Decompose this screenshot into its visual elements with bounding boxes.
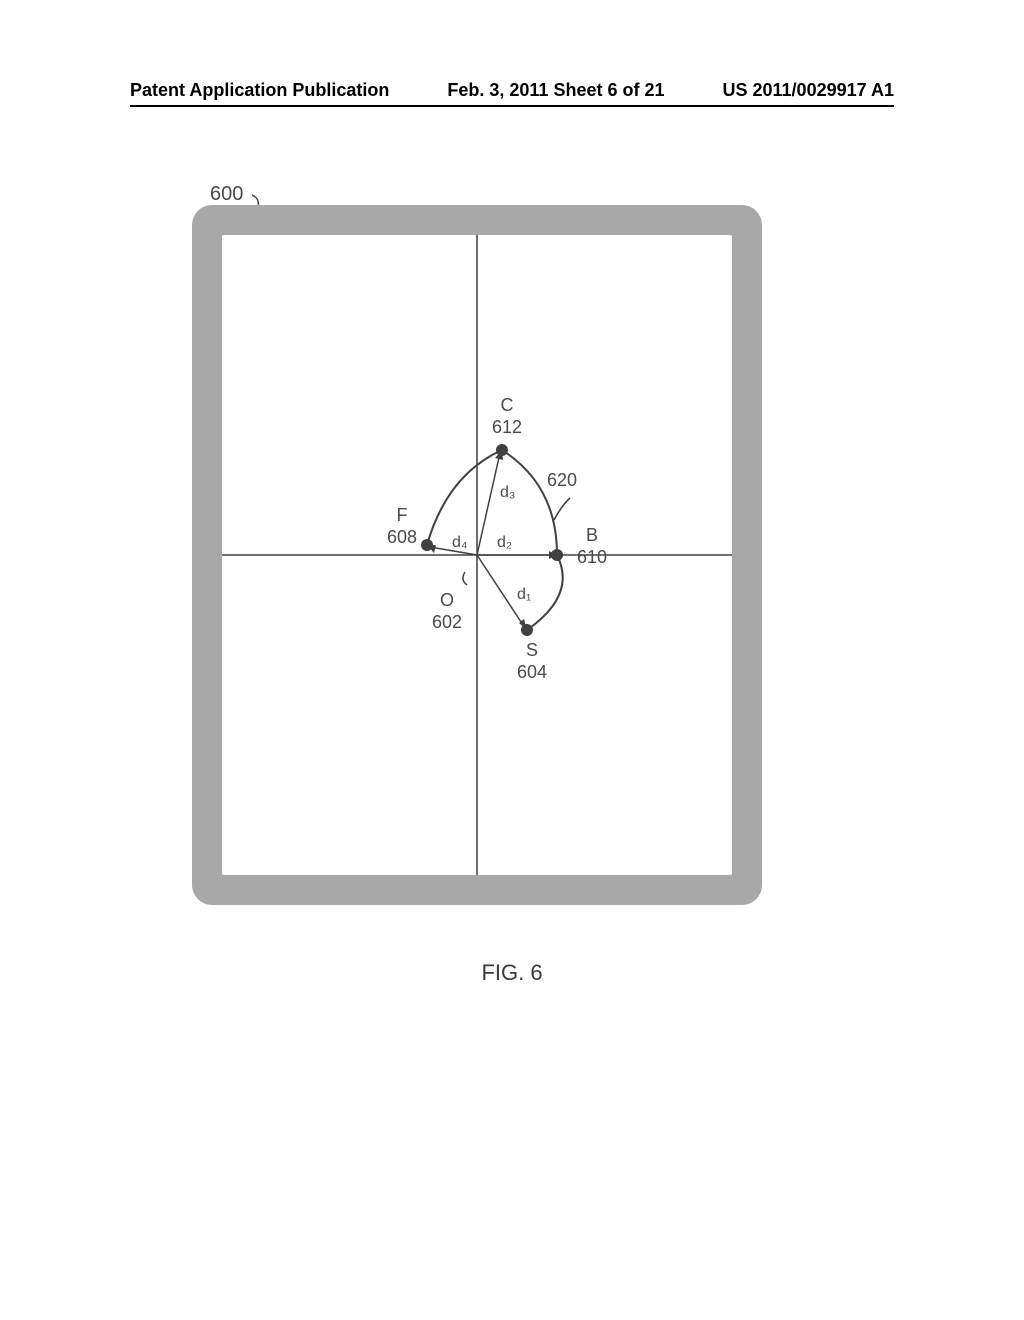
label-d3: d₃ xyxy=(500,483,515,502)
figure-caption: FIG. 6 xyxy=(0,960,1024,986)
label-d2: d₂ xyxy=(497,533,512,552)
header-right: US 2011/0029917 A1 xyxy=(723,80,894,101)
label-o: O 602 xyxy=(432,590,462,633)
label-d1: d₁ xyxy=(517,585,531,604)
header-left: Patent Application Publication xyxy=(130,80,389,101)
label-620: 620 xyxy=(547,470,577,492)
header-divider xyxy=(130,105,894,107)
page-header: Patent Application Publication Feb. 3, 2… xyxy=(0,80,1024,101)
label-d4: d₄ xyxy=(452,533,467,552)
coordinate-diagram xyxy=(222,235,732,875)
device-frame: C 612 F 608 B 610 S 604 O 602 d₁ d₂ d₃ xyxy=(192,205,762,905)
label-f: F 608 xyxy=(387,505,417,548)
device-ref-number: 600 xyxy=(210,183,243,206)
header-center: Feb. 3, 2011 Sheet 6 of 21 xyxy=(447,80,664,101)
label-c: C 612 xyxy=(492,395,522,438)
label-b: B 610 xyxy=(577,525,607,568)
device-screen: C 612 F 608 B 610 S 604 O 602 d₁ d₂ d₃ xyxy=(222,235,732,875)
label-s: S 604 xyxy=(517,640,547,683)
